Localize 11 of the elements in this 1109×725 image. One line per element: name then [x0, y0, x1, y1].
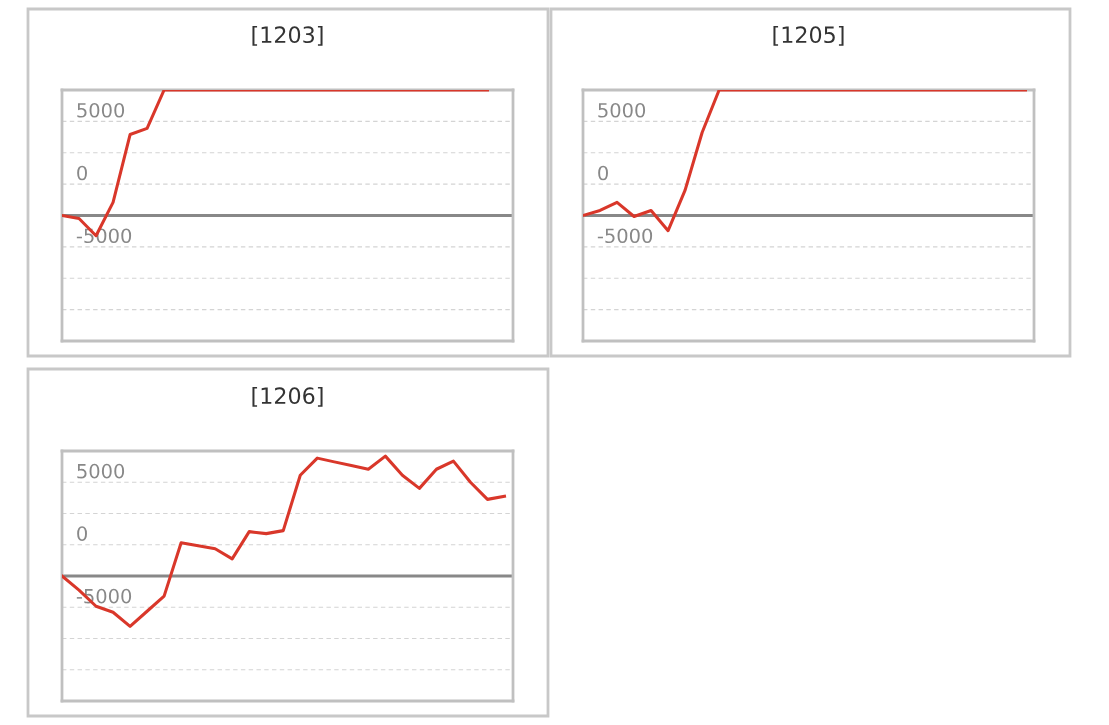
y-tick-label: 5000: [77, 102, 125, 118]
y-tick-label: -5000: [76, 228, 132, 244]
y-tick-label: -5000: [597, 228, 653, 244]
y-tick-label: 0: [77, 165, 87, 181]
y-tick-label: 0: [77, 526, 87, 541]
chart-title: [1205]: [773, 25, 844, 46]
y-tick-label: 0: [598, 165, 608, 181]
chart-title: [1206]: [252, 386, 323, 407]
y-tick-label: 5000: [598, 102, 646, 118]
chart-title: [1203]: [252, 25, 323, 46]
y-tick-label: 5000: [77, 463, 125, 479]
